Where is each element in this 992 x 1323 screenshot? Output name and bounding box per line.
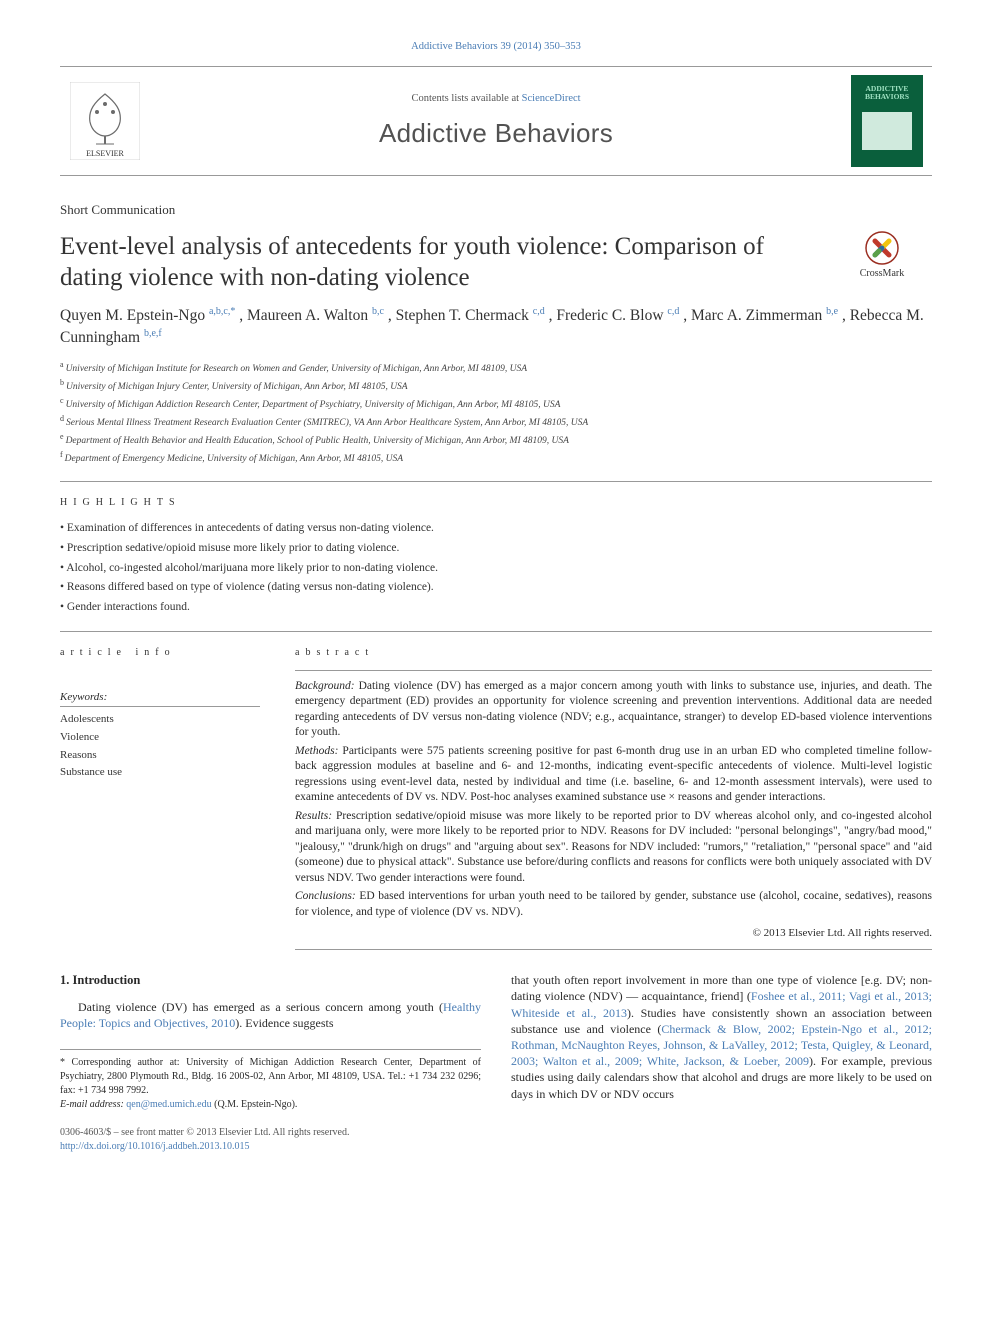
highlight-item: Reasons differed based on type of violen… [60, 578, 932, 598]
bottom-meta: 0306-4603/$ – see front matter © 2013 El… [60, 1126, 481, 1153]
cover-art [862, 112, 912, 150]
article-title: Event-level analysis of antecedents for … [60, 231, 780, 294]
corresponding-author: * Corresponding author at: University of… [60, 1056, 481, 1098]
email-line: E-mail address: qen@med.umich.edu (Q.M. … [60, 1098, 481, 1112]
abstract-conclusions: Conclusions: ED based interventions for … [295, 889, 932, 920]
sciencedirect-link[interactable]: ScienceDirect [522, 93, 581, 104]
results-label: Results: [295, 810, 332, 822]
section-1-heading: 1. Introduction [60, 972, 481, 989]
keywords-heading: Keywords: [60, 690, 260, 705]
highlight-item: Examination of differences in antecedent… [60, 519, 932, 539]
corr-text: Corresponding author at: University of M… [60, 1057, 481, 1096]
doi-link[interactable]: http://dx.doi.org/10.1016/j.addbeh.2013.… [60, 1141, 250, 1152]
corr-star: * [60, 1057, 72, 1068]
conc-label: Conclusions: [295, 890, 356, 902]
affiliation-line: e Department of Health Behavior and Heal… [60, 431, 932, 449]
author-5: , Marc A. Zimmerman [683, 307, 826, 324]
article-type: Short Communication [60, 201, 932, 219]
journal-name: Addictive Behaviors [150, 116, 842, 151]
intro-p1-a: Dating violence (DV) has emerged as a se… [78, 1000, 443, 1014]
conc-text: ED based interventions for urban youth n… [295, 890, 932, 918]
highlights-section: HIGHLIGHTS Examination of differences in… [60, 496, 932, 617]
methods-label: Methods: [295, 745, 338, 757]
abstract-results: Results: Prescription sedative/opioid mi… [295, 809, 932, 887]
email-link[interactable]: qen@med.umich.edu [126, 1099, 211, 1110]
email-label: E-mail address: [60, 1099, 126, 1110]
highlights-label: HIGHLIGHTS [60, 496, 932, 510]
journal-reference[interactable]: Addictive Behaviors 39 (2014) 350–353 [60, 40, 932, 54]
crossmark-label: CrossMark [860, 267, 904, 281]
bg-text: Dating violence (DV) has emerged as a ma… [295, 680, 932, 739]
intro-p1-b: ). Evidence suggests [235, 1016, 333, 1030]
publisher-logo[interactable]: ELSEVIER [60, 82, 150, 160]
journal-cover-thumb[interactable]: ADDICTIVE BEHAVIORS [851, 75, 923, 167]
email-paren: (Q.M. Epstein-Ngo). [212, 1099, 298, 1110]
affiliation-line: c University of Michigan Addiction Resea… [60, 395, 932, 413]
divider [60, 631, 932, 632]
svg-text:ELSEVIER: ELSEVIER [86, 149, 124, 158]
divider [60, 481, 932, 482]
results-text: Prescription sedative/opioid misuse was … [295, 810, 932, 884]
affiliation-text: University of Michigan Injury Center, Un… [66, 382, 408, 392]
affiliation-line: a University of Michigan Institute for R… [60, 359, 932, 377]
author-2-affil[interactable]: b,c [372, 306, 384, 317]
author-1: Quyen M. Epstein-Ngo [60, 307, 209, 324]
highlight-item: Prescription sedative/opioid misuse more… [60, 539, 932, 559]
cover-line2: BEHAVIORS [865, 92, 909, 101]
abstract-methods: Methods: Participants were 575 patients … [295, 744, 932, 806]
bg-label: Background: [295, 680, 355, 692]
author-4-affil[interactable]: c,d [667, 306, 679, 317]
affiliation-text: University of Michigan Institute for Res… [66, 365, 527, 375]
elsevier-tree-icon: ELSEVIER [70, 82, 140, 160]
affiliation-line: d Serious Mental Illness Treatment Resea… [60, 413, 932, 431]
author-4: , Frederic C. Blow [549, 307, 668, 324]
keyword-item: Violence [60, 729, 260, 747]
affiliation-text: Department of Emergency Medicine, Univer… [65, 454, 403, 464]
footnotes: * Corresponding author at: University of… [60, 1049, 481, 1112]
keywords-list: AdolescentsViolenceReasonsSubstance use [60, 706, 260, 781]
affiliation-text: Serious Mental Illness Treatment Researc… [66, 418, 588, 428]
author-3: , Stephen T. Chermack [388, 307, 533, 324]
author-5-affil[interactable]: b,e [826, 306, 838, 317]
highlight-item: Gender interactions found. [60, 598, 932, 618]
author-6-affil[interactable]: b,e,f [144, 328, 162, 339]
author-3-affil[interactable]: c,d [533, 306, 545, 317]
affiliation-text: University of Michigan Addiction Researc… [66, 400, 561, 410]
keyword-item: Adolescents [60, 711, 260, 729]
crossmark-badge[interactable]: CrossMark [832, 231, 932, 281]
highlight-item: Alcohol, co-ingested alcohol/marijuana m… [60, 559, 932, 579]
affiliation-line: b University of Michigan Injury Center, … [60, 377, 932, 395]
crossmark-icon [865, 231, 899, 265]
author-1-affil[interactable]: a,b,c,* [209, 306, 235, 317]
intro-paragraph-col2: that youth often report involvement in m… [511, 972, 932, 1102]
intro-paragraph-1: Dating violence (DV) has emerged as a se… [60, 999, 481, 1031]
authors-line: Quyen M. Epstein-Ngo a,b,c,* , Maureen A… [60, 305, 932, 349]
article-info-label: article info [60, 646, 260, 660]
abstract-label: abstract [295, 646, 932, 660]
affiliation-text: Department of Health Behavior and Health… [66, 436, 569, 446]
author-2: , Maureen A. Walton [239, 307, 372, 324]
methods-text: Participants were 575 patients screening… [295, 745, 932, 804]
affiliation-line: f Department of Emergency Medicine, Univ… [60, 449, 932, 467]
contents-prefix: Contents lists available at [411, 93, 521, 104]
contents-line: Contents lists available at ScienceDirec… [150, 92, 842, 106]
masthead: ELSEVIER Contents lists available at Sci… [60, 66, 932, 176]
abstract-background: Background: Dating violence (DV) has eme… [295, 670, 932, 741]
affiliations: a University of Michigan Institute for R… [60, 359, 932, 467]
issn-line: 0306-4603/$ – see front matter © 2013 El… [60, 1126, 481, 1140]
abstract-copyright: © 2013 Elsevier Ltd. All rights reserved… [295, 926, 932, 950]
keyword-item: Substance use [60, 764, 260, 782]
keyword-item: Reasons [60, 747, 260, 765]
